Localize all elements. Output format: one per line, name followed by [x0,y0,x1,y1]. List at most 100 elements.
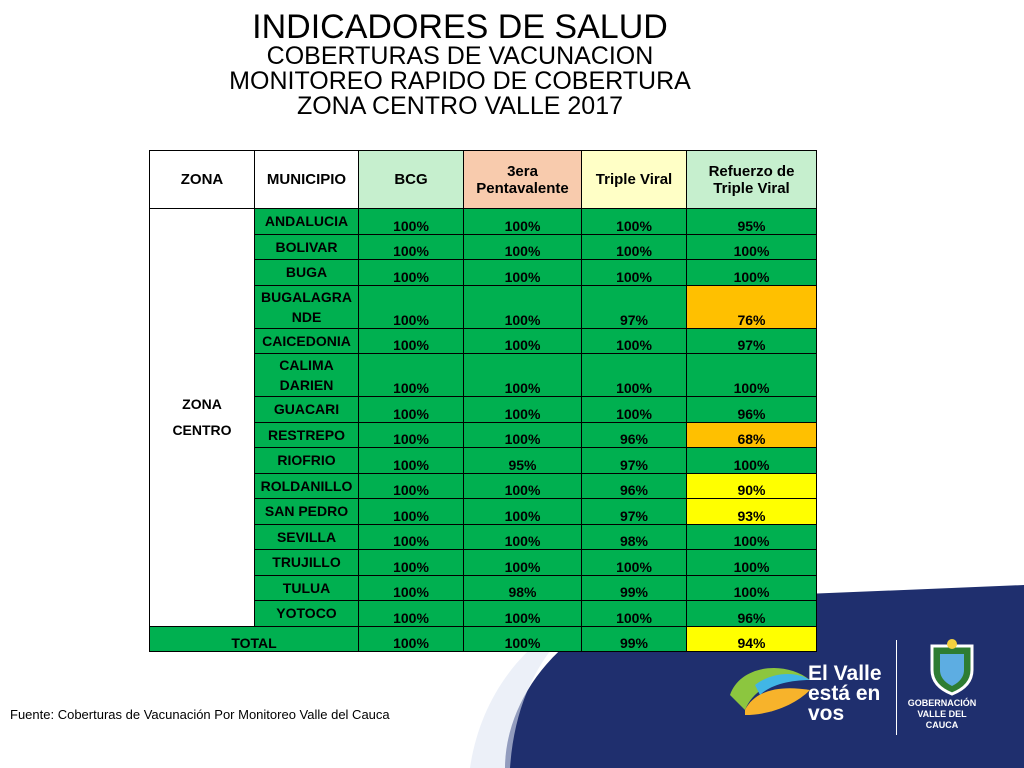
municipio-name: ANDALUCIA [264,213,349,230]
slogan-line1: El Valle [808,662,882,685]
table-row: RIOFRIO 100% 95% 97% 100% [150,447,817,474]
municipio-cell: CAICEDONIA [254,327,359,354]
coat-of-arms-icon [930,639,974,696]
bcg-value: 100% [358,523,464,550]
triple-value: 97% [581,447,687,474]
triple-value: 100% [581,233,687,260]
municipio-name: BOLIVAR [275,238,338,255]
slogan-line2: está en [808,682,881,705]
municipio-cell: CALIMA DARIEN [254,353,359,397]
subtitle-coberturas: COBERTURAS DE VACUNACION [266,42,654,70]
bcg-value: 100% [358,498,464,525]
triple-value: 100% [581,600,687,627]
header-refuerzo: Refuerzo de Triple Viral [686,150,817,209]
municipio-cell: TRUJILLO [254,549,359,576]
table-header-row: ZONA MUNICIPIO BCG 3era Pentavalente Tri… [149,150,817,209]
municipio-name: YOTOCO [276,605,337,622]
logo-divider [896,640,897,735]
zona-label: CENTRO [172,422,232,439]
municipio-cell: YOTOCO [254,600,359,627]
table-row: BUGA 100% 100% 100% 100% [150,259,817,286]
table-row: BOLIVAR 100% 100% 100% 100% [150,233,817,260]
table-row: GUACARI 100% 100% 100% 96% [150,396,817,423]
municipio-cell: BUGALAGRA NDE [254,284,359,329]
triple-value: 100% [581,353,687,397]
penta-value: 100% [463,472,582,499]
header-pentavalente: 3era Pentavalente [463,150,582,209]
penta-value: 100% [463,396,582,423]
refuerzo-value: 97% [686,327,817,354]
total-triple: 99% [581,625,687,652]
bcg-value: 100% [358,600,464,627]
table-row: BUGALAGRA NDE 100% 100% 97% 76% [150,284,817,329]
bcg-value: 100% [358,208,464,235]
header-bcg: BCG [358,150,464,209]
table-row: ZONA CENTRO ANDALUCIA 100% 100% 100% 95% [149,208,817,627]
bcg-value: 100% [358,447,464,474]
triple-value: 100% [581,396,687,423]
refuerzo-value: 100% [686,574,817,601]
total-bcg: 100% [358,625,464,652]
triple-value: 100% [581,327,687,354]
triple-value: 96% [581,421,687,448]
municipio-name: ROLDANILLO [260,477,353,494]
municipio-cell: GUACARI [254,396,359,423]
table-row: CALIMA DARIEN 100% 100% 100% 100% [150,353,817,397]
penta-value: 100% [463,600,582,627]
penta-value: 100% [463,523,582,550]
triple-value: 98% [581,523,687,550]
table-row: YOTOCO 100% 100% 100% 96% [150,600,817,627]
penta-value: 100% [463,259,582,286]
header-penta-line2: Pentavalente [476,179,569,197]
municipio-cell: ANDALUCIA [254,208,359,235]
refuerzo-value: 96% [686,600,817,627]
triple-value: 100% [581,208,687,235]
municipio-name: BUGA [285,264,328,281]
penta-value: 100% [463,353,582,397]
refuerzo-value: 100% [686,353,817,397]
slogan-line3: vos [808,702,845,725]
gob-line2: VALLE DEL CAUCA [917,709,967,730]
municipio-cell: BUGA [254,259,359,286]
municipio-cell: RIOFRIO [254,447,359,474]
penta-value: 100% [463,233,582,260]
main-title: INDICADORES DE SALUD [252,8,668,46]
gob-line1: GOBERNACIÓN [907,698,977,708]
bcg-value: 100% [358,353,464,397]
refuerzo-value: 93% [686,498,817,525]
table-row: SEVILLA 100% 100% 98% 100% [150,523,817,550]
municipio-cell: RESTREPO [254,421,359,448]
municipio-cell: ROLDANILLO [254,472,359,499]
total-refuerzo: 94% [686,625,817,652]
source-note: Fuente: Coberturas de Vacunación Por Mon… [10,707,390,722]
zona-cell: ZONA CENTRO [149,208,255,627]
municipio-name: CAICEDONIA [262,332,351,349]
refuerzo-value: 76% [686,284,817,329]
gobernacion-label: GOBERNACIÓN VALLE DEL CAUCA [902,698,982,731]
penta-value: 95% [463,447,582,474]
bcg-value: 100% [358,233,464,260]
bcg-value: 100% [358,284,464,329]
refuerzo-value: 100% [686,523,817,550]
refuerzo-value: 90% [686,472,817,499]
total-label: TOTAL [149,625,359,652]
header-refuerzo-line1: Refuerzo de [708,162,795,180]
municipio-name: SEVILLA [276,528,337,545]
header-municipio: MUNICIPIO [254,150,359,209]
total-penta: 100% [463,625,582,652]
municipio-name: RESTREPO [267,426,345,443]
municipio-name: CALIMA [279,357,334,373]
penta-value: 98% [463,574,582,601]
refuerzo-value: 68% [686,421,817,448]
title-block: INDICADORES DE SALUD COBERTURAS DE VACUN… [0,10,920,119]
municipio-cell: SEVILLA [254,523,359,550]
municipio-name: TRUJILLO [272,554,341,571]
bcg-value: 100% [358,259,464,286]
municipio-cell: SAN PEDRO [254,498,359,525]
table-row: SAN PEDRO 100% 100% 97% 93% [150,498,817,525]
header-zona: ZONA [149,150,255,209]
penta-value: 100% [463,327,582,354]
municipio-name: TULUA [282,579,331,596]
header-penta-line1: 3era [507,162,538,180]
municipio-cell: TULUA [254,574,359,601]
